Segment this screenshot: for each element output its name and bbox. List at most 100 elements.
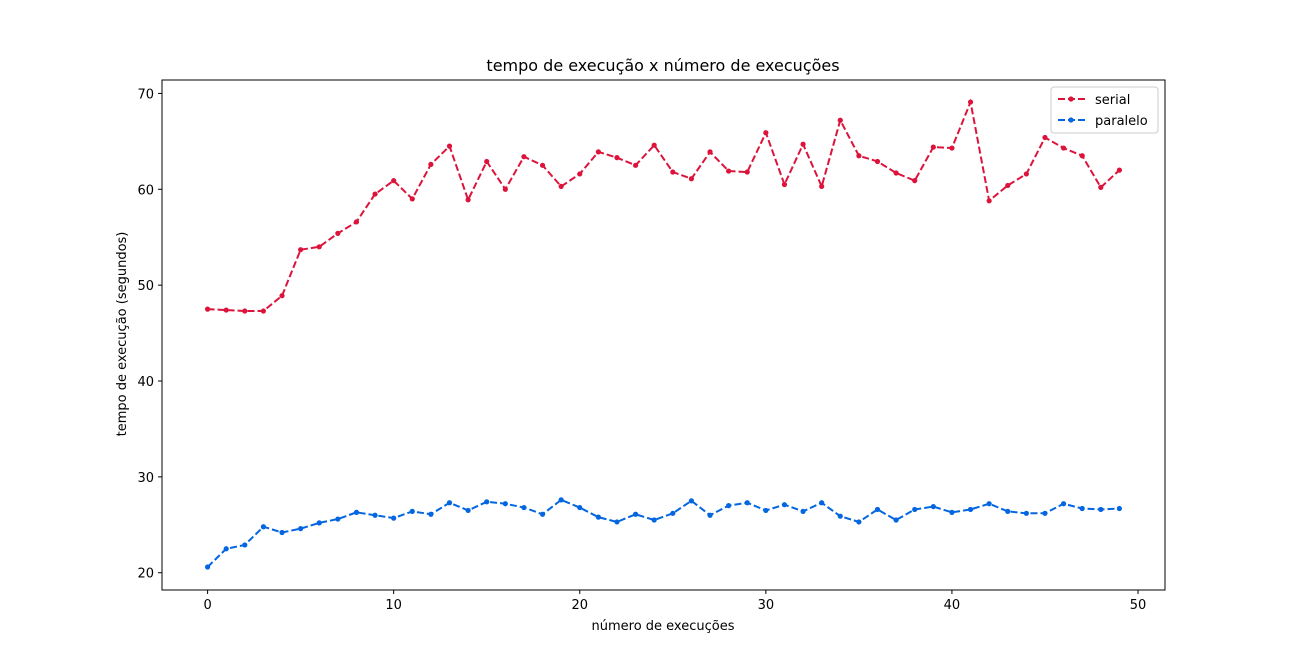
axis-ticks: 0 10 20 30 40 50 20 30 40 50 60 70 <box>137 87 1146 613</box>
data-point-serial <box>763 130 769 136</box>
data-point-paralelo <box>763 507 769 514</box>
data-point-paralelo <box>800 508 806 514</box>
data-point-serial <box>521 154 527 160</box>
x-tick-label: 40 <box>944 598 961 613</box>
x-tick-label: 20 <box>571 598 588 613</box>
data-point-serial <box>1060 145 1067 151</box>
data-point-paralelo <box>1079 505 1085 512</box>
data-point-serial <box>298 247 304 253</box>
data-point-paralelo <box>484 499 490 505</box>
data-point-serial <box>930 144 936 150</box>
data-point-serial <box>1116 167 1123 173</box>
data-point-serial <box>409 196 415 202</box>
data-point-serial <box>446 143 453 149</box>
legend-label-paralelo: paralelo <box>1095 114 1148 129</box>
data-point-serial <box>726 168 732 174</box>
data-point-serial <box>391 178 397 184</box>
data-point-serial <box>558 183 564 190</box>
data-point-serial <box>819 183 825 190</box>
data-point-paralelo <box>223 546 229 552</box>
x-tick-label: 10 <box>385 598 402 613</box>
data-point-paralelo <box>632 511 639 517</box>
data-point-serial <box>316 244 322 250</box>
legend-marker-serial <box>1068 96 1074 102</box>
x-tick-label: 0 <box>203 598 211 613</box>
data-point-paralelo <box>465 507 471 514</box>
data-point-paralelo <box>781 502 788 508</box>
data-point-paralelo <box>1116 505 1123 512</box>
data-point-paralelo <box>614 519 620 525</box>
data-point-paralelo <box>391 515 397 521</box>
data-point-paralelo <box>595 514 601 520</box>
data-point-serial <box>912 178 918 184</box>
data-point-serial <box>223 307 229 313</box>
data-point-serial <box>744 169 750 175</box>
data-point-paralelo <box>930 503 936 510</box>
data-point-paralelo <box>874 506 881 513</box>
legend-label-serial: serial <box>1095 93 1130 108</box>
data-point-serial <box>1098 184 1104 190</box>
data-point-serial <box>707 149 713 155</box>
data-point-serial <box>279 293 285 299</box>
data-point-serial <box>335 230 341 236</box>
data-point-paralelo <box>298 526 304 532</box>
data-point-paralelo <box>949 509 955 515</box>
data-point-serial <box>595 149 601 155</box>
data-point-paralelo <box>558 497 564 503</box>
data-point-serial <box>484 158 490 165</box>
data-point-paralelo <box>204 564 211 570</box>
data-point-serial <box>204 306 211 312</box>
data-point-serial <box>688 176 695 182</box>
data-point-paralelo <box>353 509 360 515</box>
data-point-paralelo <box>744 500 750 506</box>
data-point-paralelo <box>372 512 378 518</box>
series-serial <box>204 98 1123 314</box>
series-paralelo <box>204 497 1123 570</box>
data-point-serial <box>967 99 974 105</box>
data-point-paralelo <box>688 498 695 504</box>
data-point-paralelo <box>335 516 341 522</box>
data-point-paralelo <box>986 501 992 507</box>
data-point-paralelo <box>819 500 825 506</box>
chart-title: tempo de execução x número de execuções <box>486 56 839 75</box>
x-tick-label: 30 <box>758 598 775 613</box>
y-tick-label: 50 <box>137 279 154 294</box>
data-point-paralelo <box>521 504 527 511</box>
data-point-serial <box>874 158 881 165</box>
data-point-paralelo <box>279 529 285 536</box>
data-point-serial <box>577 171 583 177</box>
data-point-serial <box>632 162 639 168</box>
data-point-serial <box>242 308 248 314</box>
y-tick-label: 70 <box>137 87 154 102</box>
data-point-paralelo <box>912 506 918 513</box>
legend: serial paralelo <box>1050 86 1159 134</box>
data-point-serial <box>372 191 378 197</box>
data-point-serial <box>260 308 267 314</box>
y-tick-label: 60 <box>137 183 154 198</box>
data-point-serial <box>1023 171 1029 177</box>
data-point-serial <box>949 145 955 151</box>
data-point-paralelo <box>1005 508 1011 514</box>
data-point-serial <box>670 169 676 175</box>
data-point-serial <box>614 155 620 161</box>
data-point-paralelo <box>670 510 676 516</box>
data-point-serial <box>1079 153 1085 159</box>
legend-box <box>1050 86 1159 134</box>
data-point-paralelo <box>893 517 899 523</box>
x-axis-label: número de execuções <box>592 619 735 634</box>
data-point-paralelo <box>409 508 415 514</box>
data-point-paralelo <box>651 517 657 523</box>
data-point-serial <box>986 198 992 204</box>
data-point-paralelo <box>707 512 713 518</box>
y-tick-label: 40 <box>137 375 154 390</box>
data-point-paralelo <box>1023 510 1029 516</box>
data-point-paralelo <box>837 513 843 519</box>
data-point-paralelo <box>577 504 583 511</box>
y-tick-label: 20 <box>137 567 154 582</box>
plot-frame <box>161 79 1166 591</box>
data-point-serial <box>1042 134 1048 141</box>
y-tick-label: 30 <box>137 471 154 486</box>
data-point-paralelo <box>1098 506 1104 513</box>
data-point-serial <box>893 170 899 176</box>
